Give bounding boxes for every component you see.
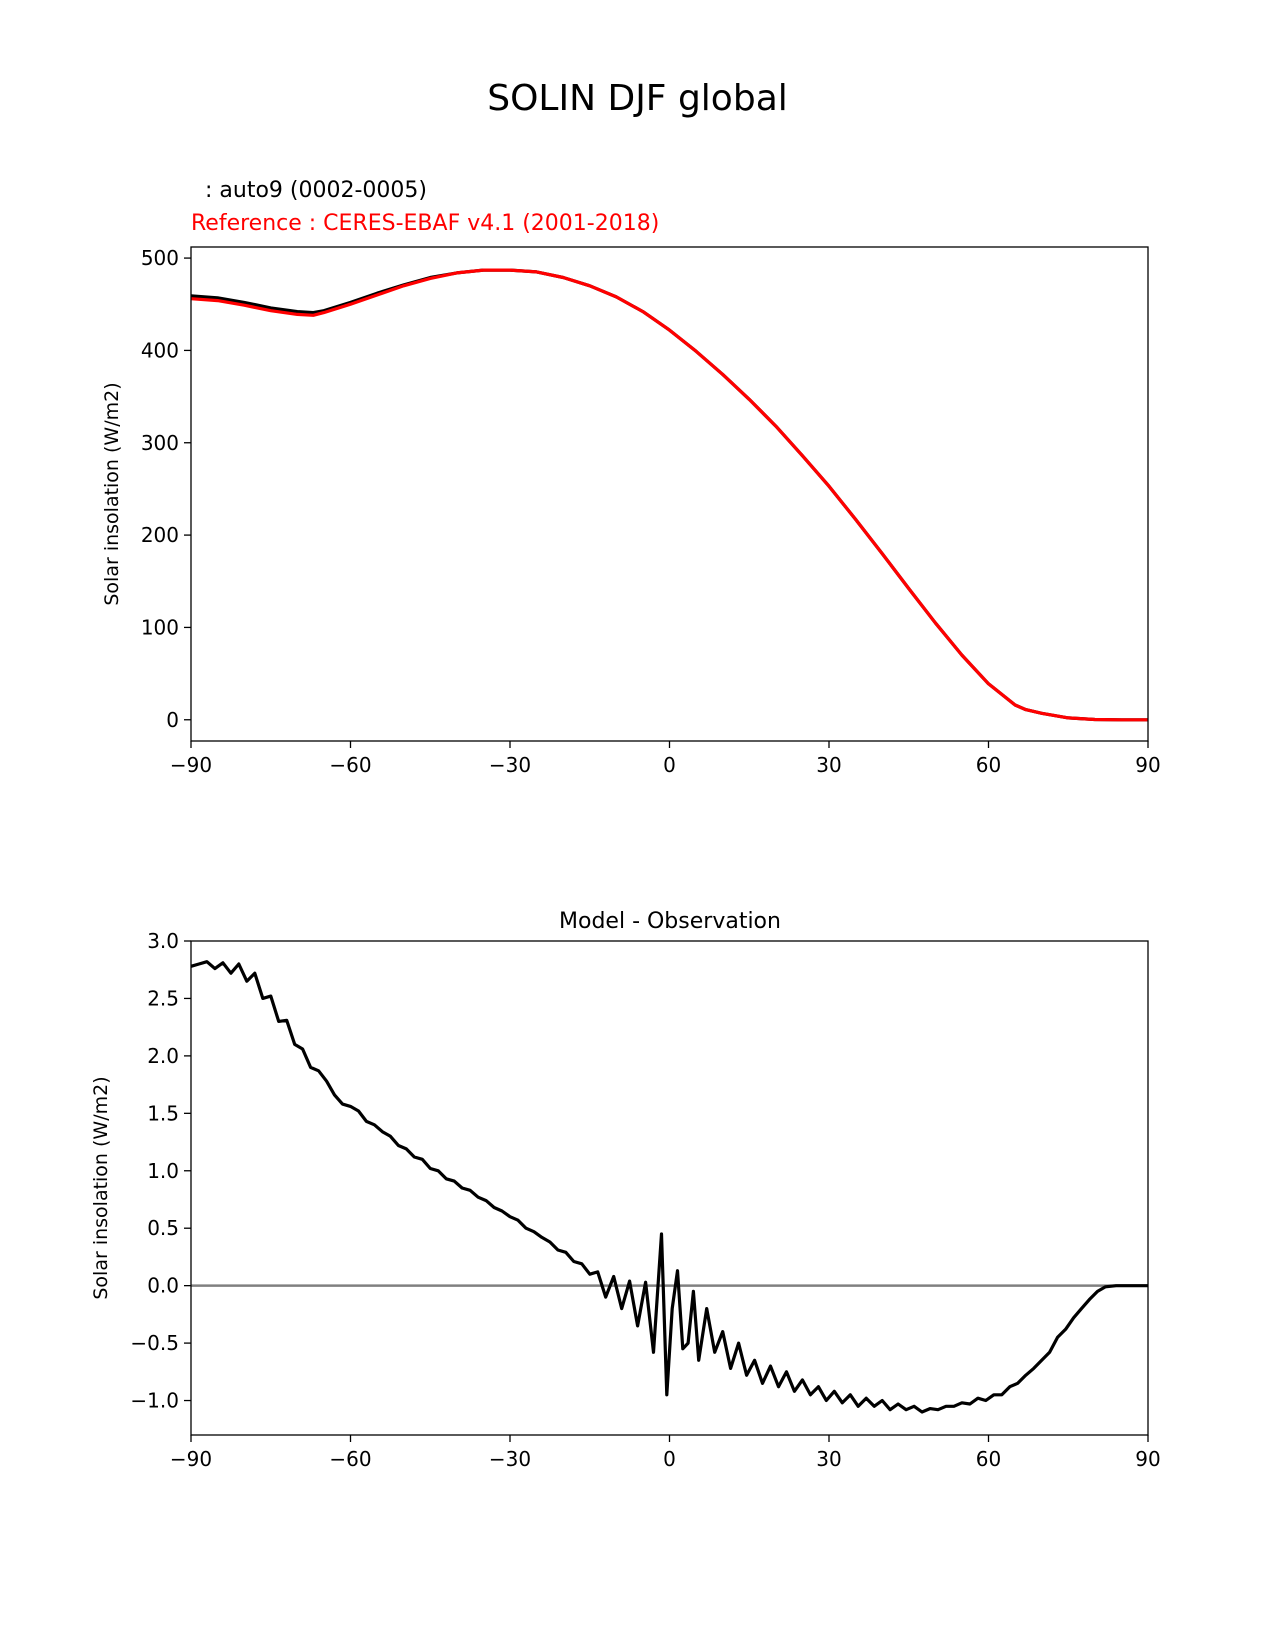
reference-label: Reference : CERES-EBAF v4.1 (2001-2018) — [191, 211, 659, 236]
model-label: : auto9 (0002-0005) — [191, 178, 427, 203]
x-tick-label: −60 — [329, 753, 371, 777]
y-tick-label: 2.0 — [147, 1044, 179, 1068]
y-tick-label: 1.0 — [147, 1159, 179, 1183]
y-tick-label: 0.5 — [147, 1216, 179, 1240]
y-tick-label: 300 — [141, 431, 179, 455]
y-tick-label: 2.5 — [147, 986, 179, 1010]
x-tick-label: 0 — [663, 1447, 676, 1471]
figure-title: SOLIN DJF global — [487, 78, 788, 119]
model-series-line — [190, 268, 1148, 722]
x-tick-label: −30 — [489, 753, 531, 777]
y-axis-label: Solar insolation (W/m2) — [101, 382, 123, 605]
x-tick-label: −60 — [329, 1447, 371, 1471]
y-tick-label: −1.0 — [130, 1389, 179, 1413]
x-tick-label: 90 — [1135, 1447, 1160, 1471]
x-tick-label: −30 — [489, 1447, 531, 1471]
y-tick-label: 3.0 — [147, 929, 179, 953]
y-tick-label: 0 — [166, 708, 179, 732]
y-tick-label: 400 — [141, 338, 179, 362]
plot-frame — [190, 940, 1149, 1436]
x-tick-label: 30 — [816, 1447, 841, 1471]
x-tick-label: −90 — [170, 753, 212, 777]
y-tick-label: 200 — [141, 523, 179, 547]
x-tick-label: 0 — [663, 753, 676, 777]
y-tick-label: 1.5 — [147, 1101, 179, 1125]
x-tick-label: 60 — [976, 1447, 1001, 1471]
bottom-panel: Model - Observation Solar insolation (W/… — [90, 909, 1161, 1471]
difference-title: Model - Observation — [559, 909, 781, 934]
y-axis-label: Solar insolation (W/m2) — [90, 1076, 112, 1299]
x-tick-label: 60 — [976, 753, 1001, 777]
x-tick-label: 30 — [816, 753, 841, 777]
x-tick-label: 90 — [1135, 753, 1160, 777]
y-tick-label: 500 — [141, 246, 179, 270]
plot-frame — [190, 246, 1149, 742]
difference-series-line — [190, 960, 1148, 1414]
reference-series-line — [190, 268, 1148, 722]
x-tick-label: −90 — [170, 1447, 212, 1471]
top-panel: : auto9 (0002-0005) Reference : CERES-EB… — [101, 178, 1161, 777]
y-tick-label: 100 — [141, 615, 179, 639]
y-tick-label: 0.0 — [147, 1274, 179, 1298]
y-tick-label: −0.5 — [130, 1331, 179, 1355]
